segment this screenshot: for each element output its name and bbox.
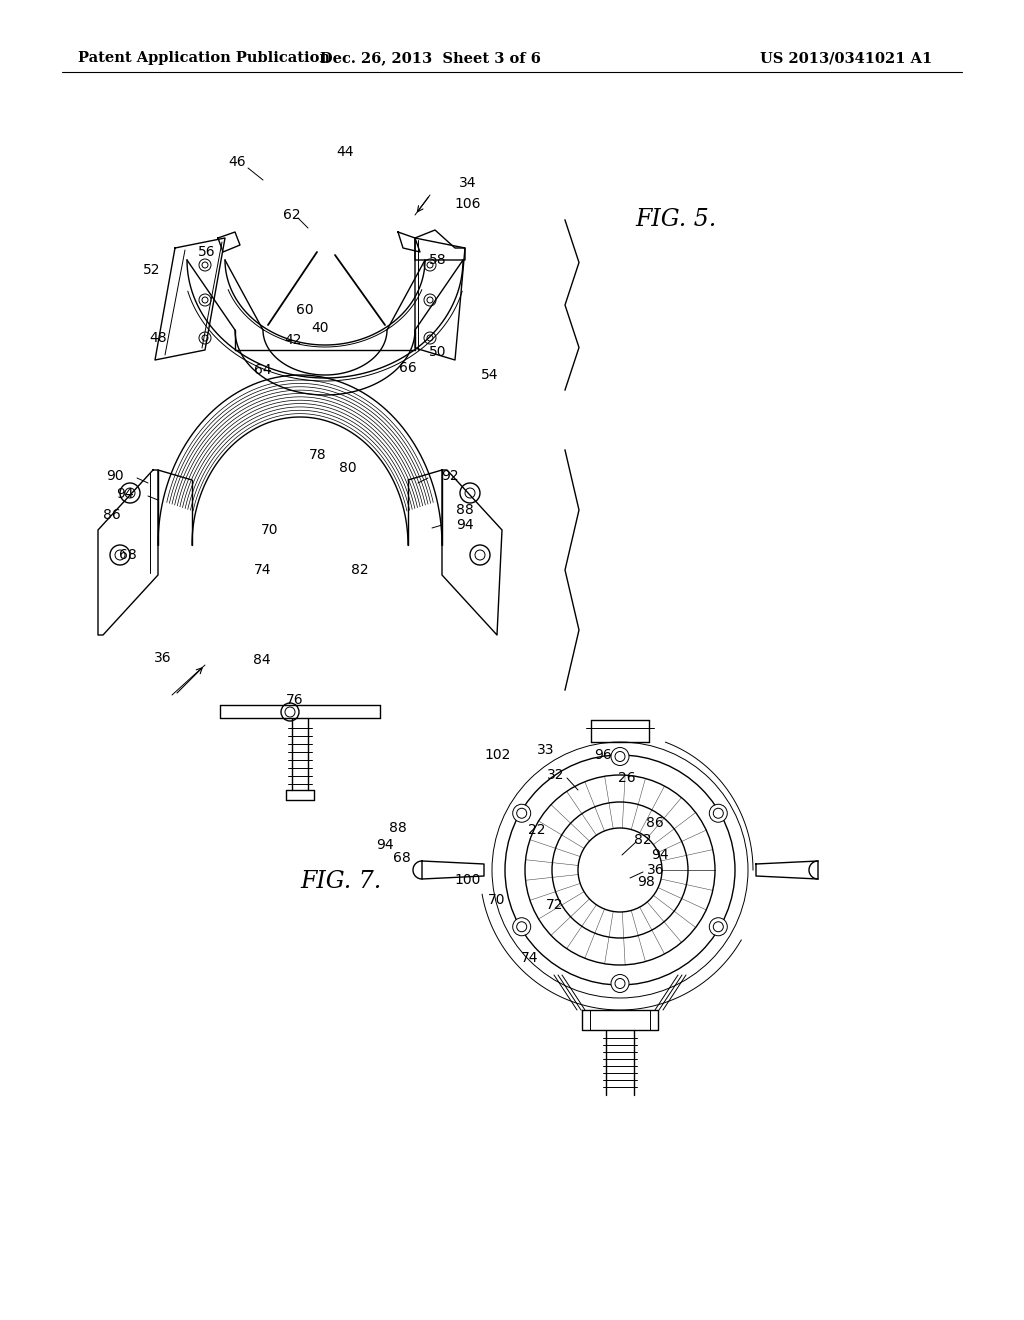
Text: 94: 94 (456, 517, 474, 532)
Text: 46: 46 (228, 154, 246, 169)
Text: 44: 44 (336, 145, 353, 158)
Text: US 2013/0341021 A1: US 2013/0341021 A1 (760, 51, 932, 65)
Text: 66: 66 (399, 360, 417, 375)
Circle shape (611, 974, 629, 993)
Text: 34: 34 (459, 176, 477, 190)
Text: 82: 82 (351, 564, 369, 577)
Text: 58: 58 (429, 253, 446, 267)
Text: 68: 68 (119, 548, 137, 562)
Text: 92: 92 (441, 469, 459, 483)
Circle shape (424, 294, 436, 306)
Circle shape (199, 259, 211, 271)
Text: FIG. 5.: FIG. 5. (635, 209, 716, 231)
Text: 106: 106 (455, 197, 481, 211)
Text: 48: 48 (150, 331, 167, 345)
Circle shape (710, 804, 727, 822)
Text: 98: 98 (637, 875, 655, 888)
Circle shape (710, 917, 727, 936)
Text: 94: 94 (116, 487, 134, 502)
Circle shape (424, 333, 436, 345)
Text: 86: 86 (646, 816, 664, 830)
Text: 88: 88 (456, 503, 474, 517)
Circle shape (513, 917, 530, 936)
Text: 76: 76 (286, 693, 304, 708)
Text: 62: 62 (284, 209, 301, 222)
Text: 102: 102 (484, 748, 511, 762)
Circle shape (199, 333, 211, 345)
Text: 32: 32 (547, 768, 565, 781)
Text: 72: 72 (546, 898, 564, 912)
Circle shape (199, 294, 211, 306)
Text: 84: 84 (253, 653, 270, 667)
Text: 40: 40 (311, 321, 329, 335)
Text: 88: 88 (389, 821, 407, 836)
Text: 56: 56 (199, 246, 216, 259)
Text: 36: 36 (155, 651, 172, 665)
Text: 50: 50 (429, 345, 446, 359)
Text: 36: 36 (647, 863, 665, 876)
Text: 70: 70 (488, 894, 506, 907)
Text: 82: 82 (634, 833, 652, 847)
Circle shape (120, 483, 140, 503)
Circle shape (460, 483, 480, 503)
Text: 68: 68 (393, 851, 411, 865)
Text: 26: 26 (618, 771, 636, 785)
Text: 60: 60 (296, 304, 313, 317)
Text: 94: 94 (651, 847, 669, 862)
Circle shape (611, 747, 629, 766)
Text: 96: 96 (594, 748, 612, 762)
Text: 54: 54 (481, 368, 499, 381)
Text: 42: 42 (285, 333, 302, 347)
Circle shape (513, 804, 530, 822)
Text: 78: 78 (309, 447, 327, 462)
Text: 74: 74 (254, 564, 271, 577)
Text: FIG. 7.: FIG. 7. (300, 870, 381, 894)
Text: 70: 70 (261, 523, 279, 537)
Circle shape (110, 545, 130, 565)
Text: 100: 100 (455, 873, 481, 887)
Text: Dec. 26, 2013  Sheet 3 of 6: Dec. 26, 2013 Sheet 3 of 6 (319, 51, 541, 65)
Text: 86: 86 (103, 508, 121, 521)
Text: 80: 80 (339, 461, 356, 475)
Text: 64: 64 (254, 363, 271, 378)
Circle shape (470, 545, 490, 565)
Circle shape (424, 259, 436, 271)
Text: 94: 94 (376, 838, 394, 851)
Text: 74: 74 (521, 950, 539, 965)
Text: 22: 22 (528, 822, 546, 837)
Text: 90: 90 (106, 469, 124, 483)
Text: Patent Application Publication: Patent Application Publication (78, 51, 330, 65)
Circle shape (281, 704, 299, 721)
Text: 33: 33 (538, 743, 555, 756)
Text: 52: 52 (143, 263, 161, 277)
